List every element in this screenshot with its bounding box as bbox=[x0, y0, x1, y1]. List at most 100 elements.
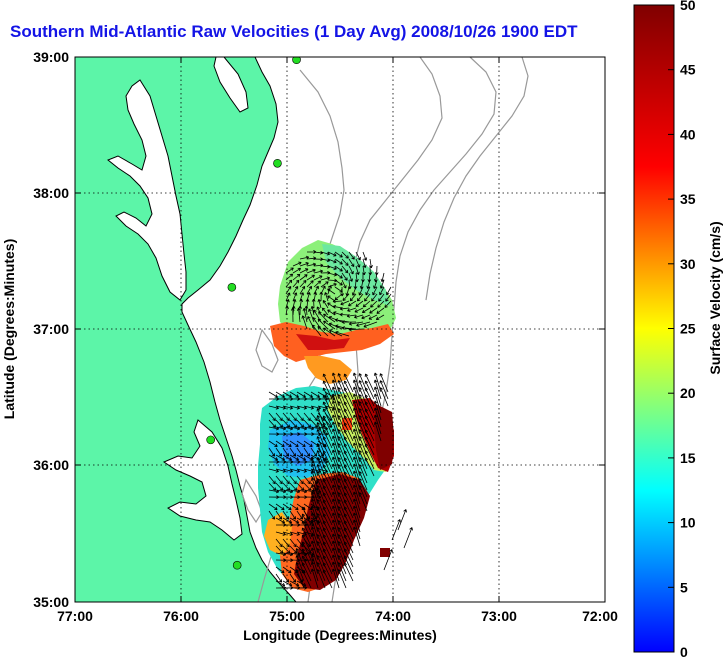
velocity-arrow bbox=[378, 293, 385, 302]
velocity-arrow bbox=[275, 538, 283, 548]
velocity-arrow bbox=[306, 285, 312, 295]
velocity-arrow bbox=[334, 265, 343, 272]
velocity-arrow bbox=[322, 408, 333, 428]
velocity-arrow bbox=[357, 293, 364, 302]
velocity-arrow bbox=[311, 298, 316, 309]
colorbar-tick-label: 10 bbox=[680, 515, 696, 531]
velocity-arrow bbox=[343, 457, 354, 477]
velocity-arrow bbox=[319, 291, 324, 302]
velocity-arrow bbox=[343, 450, 354, 470]
velocity-arrow bbox=[296, 419, 305, 428]
velocity-arrow bbox=[268, 475, 276, 485]
velocity-arrow bbox=[268, 440, 278, 447]
velocity-arrow bbox=[332, 304, 343, 309]
velocity-arrow bbox=[341, 320, 357, 325]
velocity-arrow bbox=[364, 380, 375, 400]
velocity-arrow bbox=[365, 286, 371, 296]
velocity-arrow bbox=[275, 503, 285, 511]
velocity-arrow bbox=[363, 321, 378, 328]
y-axis-label: Latitude (Degrees:Minutes) bbox=[1, 239, 17, 419]
x-tick-label: 75:00 bbox=[269, 608, 305, 624]
velocity-arrow bbox=[327, 288, 336, 295]
velocity-arrow bbox=[289, 510, 297, 520]
velocity-arrow bbox=[296, 482, 305, 491]
velocity-arrow bbox=[379, 387, 389, 407]
velocity-arrow bbox=[275, 412, 283, 422]
velocity-arrow bbox=[275, 517, 286, 524]
velocity-arrow bbox=[323, 313, 336, 323]
radar-station-marker bbox=[273, 158, 282, 168]
velocity-arrow bbox=[322, 429, 333, 449]
velocity-arrow bbox=[343, 527, 354, 547]
radar-station-marker bbox=[232, 560, 242, 570]
velocity-arrow bbox=[275, 419, 284, 428]
velocity-arrow bbox=[275, 447, 283, 457]
y-tick-label: 39:00 bbox=[33, 49, 69, 65]
velocity-arrow bbox=[343, 429, 354, 449]
velocity-arrow bbox=[296, 412, 304, 422]
velocity-arrow bbox=[313, 269, 324, 274]
velocity-arrow bbox=[343, 401, 354, 421]
velocity-arrow bbox=[282, 517, 293, 524]
velocity-arrow bbox=[301, 513, 312, 533]
velocity-arrow bbox=[295, 562, 305, 582]
velocity-arrow bbox=[295, 569, 305, 589]
velocity-arrow bbox=[282, 580, 293, 587]
velocity-arrow bbox=[275, 566, 285, 574]
colorbar-tick-label: 25 bbox=[680, 321, 696, 337]
velocity-arrow bbox=[355, 251, 361, 261]
radar-station-marker bbox=[206, 435, 215, 445]
velocity-arrow bbox=[268, 468, 279, 473]
velocity-arrow bbox=[289, 538, 297, 548]
velocity-arrow bbox=[339, 312, 350, 317]
velocity-arrow bbox=[305, 298, 310, 309]
velocity-arrow bbox=[296, 454, 307, 461]
velocity-arrow bbox=[375, 314, 385, 320]
velocity-arrow bbox=[322, 373, 333, 393]
velocity-arrow bbox=[364, 408, 375, 428]
velocity-arrow bbox=[322, 492, 333, 512]
velocity-arrow bbox=[282, 503, 292, 511]
velocity-arrow bbox=[303, 419, 312, 428]
velocity-arrow bbox=[358, 485, 368, 505]
velocity-arrow bbox=[301, 506, 312, 526]
velocity-arrow bbox=[289, 391, 299, 398]
velocity-arrow bbox=[275, 440, 285, 447]
velocity-arrow bbox=[356, 321, 371, 327]
radar-station-marker bbox=[227, 282, 237, 292]
velocity-arrow bbox=[334, 258, 343, 265]
velocity-arrow bbox=[373, 400, 382, 421]
map-title: Southern Mid-Atlantic Raw Velocities (1 … bbox=[10, 22, 578, 41]
colorbar-tick-label: 50 bbox=[680, 0, 696, 13]
delaware-bay bbox=[213, 57, 249, 113]
velocity-arrow bbox=[313, 309, 322, 323]
velocity-arrow bbox=[373, 421, 382, 442]
velocity-arrow bbox=[301, 315, 308, 330]
velocity-arrow bbox=[364, 415, 375, 435]
velocity-arrow bbox=[292, 279, 300, 288]
velocity-arrow bbox=[285, 305, 289, 316]
velocity-arrow bbox=[322, 478, 333, 498]
y-tick-label: 38:00 bbox=[33, 185, 69, 201]
velocity-arrow bbox=[376, 307, 385, 314]
velocity-arrow bbox=[304, 305, 309, 316]
velocity-arrow bbox=[301, 527, 312, 547]
colorbar-ticks bbox=[668, 4, 674, 588]
velocity-arrow bbox=[364, 293, 371, 302]
velocity-arrow bbox=[322, 457, 333, 477]
velocity-arrow bbox=[310, 305, 315, 316]
velocity-arrow bbox=[303, 447, 311, 457]
velocity-arrow bbox=[292, 261, 302, 267]
colorbar-tick-label: 30 bbox=[680, 256, 696, 272]
velocity-arrow bbox=[343, 471, 354, 491]
colorbar-tick-label: 5 bbox=[680, 579, 688, 595]
velocity-arrow bbox=[296, 307, 301, 323]
velocity-arrow bbox=[334, 318, 350, 323]
velocity-arrow bbox=[310, 391, 320, 398]
velocity-arrow bbox=[296, 538, 304, 548]
velocity-arrows bbox=[268, 250, 413, 590]
velocity-arrow bbox=[332, 299, 343, 304]
velocity-arrow bbox=[364, 429, 375, 449]
colorbar bbox=[633, 4, 675, 653]
velocity-arrow bbox=[268, 391, 278, 398]
